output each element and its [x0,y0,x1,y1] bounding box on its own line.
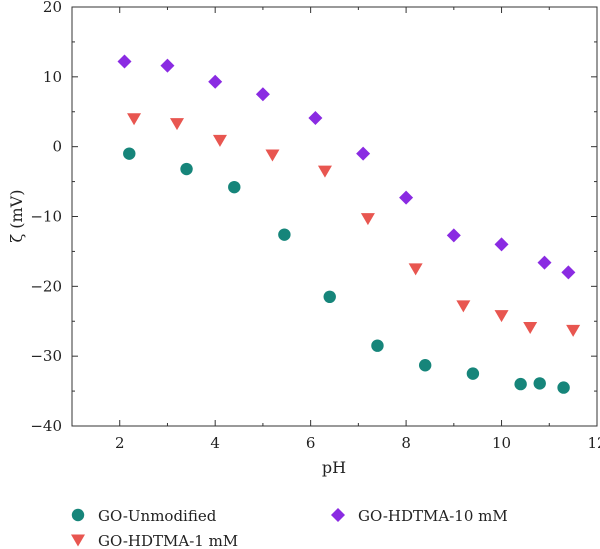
series-1-point [170,118,184,131]
legend-marker-2 [331,508,345,522]
y-axis-title: ζ (mV) [7,190,26,243]
series-1-point [456,300,471,313]
series-0-point [557,381,570,394]
x-tick-label: 6 [306,434,316,452]
series-0-point [180,162,193,176]
x-tick-label: 2 [115,434,125,452]
legend-label-1: GO-HDTMA-1 mM [98,532,238,549]
axis-ticks [71,6,598,427]
legend-label-0: GO-Unmodified [98,507,217,525]
y-tick-label: −10 [30,208,62,226]
series-2-point [561,265,576,280]
series-1-point [127,113,142,126]
y-tick-label: 20 [43,0,62,16]
series-2-point [160,58,175,73]
series-0-point [514,377,527,391]
series-2-point [494,237,509,252]
y-tick-label: 10 [43,68,62,86]
series-1-point [265,149,280,162]
legend-label-2: GO-HDTMA-10 mM [358,507,508,525]
legend-marker-0 [71,508,85,522]
series-2-point [446,228,461,243]
series-0-point [123,147,136,160]
series-0-point [323,290,336,304]
x-tick-label: 12 [587,434,600,452]
y-tick-label: −40 [30,417,62,435]
series-1-point [494,310,509,323]
series-1-point [317,165,332,178]
series-2-point [308,111,323,126]
x-tick-label: 4 [210,434,220,452]
axis-tick-labels: 2 4 6 8 10 12 20 10 0 −10 −20 −30 −40 [30,0,600,452]
x-tick-label: 8 [401,434,411,452]
series-2-point [117,54,132,69]
legend: GO-Unmodified GO-HDTMA-1 mM GO-HDTMA-10 mM [71,507,508,549]
series-0-point [418,359,432,372]
legend-marker-1 [71,534,85,547]
y-tick-label: −30 [30,347,62,365]
series-2-point [356,146,371,161]
series-2-point [208,74,223,89]
series-1-point [523,322,538,335]
plot-area [71,6,598,427]
series-1-point [360,213,375,226]
series-1-point [408,263,423,276]
series-1-point [566,324,581,337]
series-0-point [466,367,480,380]
x-axis-title: pH [322,458,346,477]
series-2-point [537,255,552,270]
series-0-point [228,180,241,194]
series-0-point [278,228,291,241]
series-1-point [212,134,227,147]
series-0-point [371,339,384,352]
x-tick-label: 10 [492,434,511,452]
series-0-point [533,377,546,390]
series-2-point [399,190,414,205]
y-tick-label: −20 [30,277,62,295]
y-tick-label: 0 [52,138,62,156]
data-points [117,54,581,394]
series-2-point [255,87,270,102]
